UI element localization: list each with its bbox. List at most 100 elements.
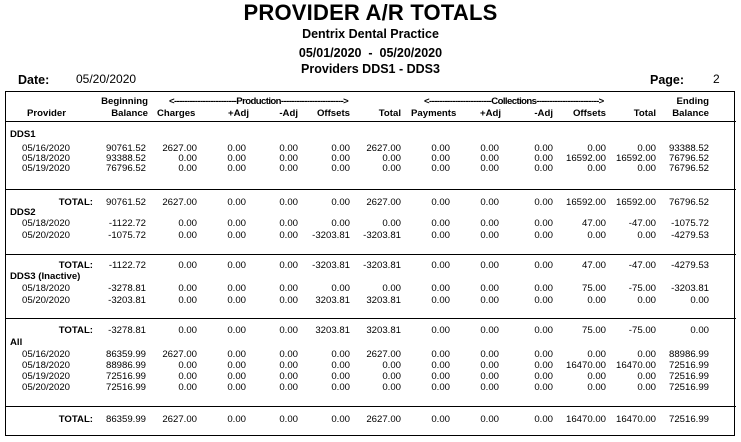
- cell-charges: 0.00: [178, 360, 197, 371]
- cell-coll-offsets: 0.00: [587, 371, 606, 382]
- total-row: TOTAL: -3278.81 0.00 0.00 0.00 3203.81 3203.81…: [0, 325, 741, 337]
- col-payments: Payments: [411, 108, 457, 119]
- cell-payments: 0.00: [431, 371, 450, 382]
- cell-coll-plus-adj: 0.00: [480, 260, 499, 271]
- cell-coll-offsets: 0.00: [587, 163, 606, 174]
- cell-charges: 2627.00: [162, 143, 197, 154]
- col-provider: Provider: [27, 108, 66, 119]
- row-date: 05/20/2020: [22, 382, 71, 393]
- cell-payments: 0.00: [431, 414, 450, 425]
- cell-coll-offsets: 0.00: [587, 143, 606, 154]
- cell-ending-balance: 72516.99: [668, 414, 709, 425]
- table-row: 05/20/2020 72516.99 0.00 0.00 0.00 0.00 0.00 0.…: [0, 382, 741, 394]
- cell-ending-balance: 0.00: [690, 325, 709, 336]
- cell-beginning-balance: -1122.72: [108, 218, 146, 229]
- providers-range: Providers DDS1 - DDS3: [301, 62, 440, 76]
- row-date: 05/19/2020: [22, 371, 71, 382]
- cell-prod-total: 0.00: [382, 153, 401, 164]
- table-row: 05/16/2020 86359.99 2627.00 0.00 0.00 0.00 262…: [0, 349, 741, 361]
- cell-prod-total: 0.00: [382, 218, 401, 229]
- col-coll-minus-adj: -Adj: [534, 108, 553, 119]
- cell-payments: 0.00: [431, 153, 450, 164]
- cell-coll-minus-adj: 0.00: [534, 283, 553, 294]
- report-table-frame: [5, 91, 735, 436]
- row-date: 05/18/2020: [22, 360, 71, 371]
- cell-charges: 2627.00: [162, 414, 197, 425]
- cell-coll-plus-adj: 0.00: [480, 371, 499, 382]
- cell-ending-balance: -4279.53: [671, 260, 709, 271]
- row-date: 05/18/2020: [22, 218, 71, 229]
- cell-charges: 0.00: [178, 295, 197, 306]
- cell-prod-plus-adj: 0.00: [227, 371, 246, 382]
- cell-coll-minus-adj: 0.00: [534, 230, 553, 241]
- cell-prod-minus-adj: 0.00: [279, 295, 298, 306]
- table-row: 05/18/2020 -1122.72 0.00 0.00 0.00 0.00 0.00 0.…: [0, 218, 741, 230]
- cell-payments: 0.00: [431, 163, 450, 174]
- cell-coll-plus-adj: 0.00: [480, 325, 499, 336]
- cell-prod-offsets: 0.00: [331, 153, 350, 164]
- cell-prod-plus-adj: 0.00: [227, 143, 246, 154]
- col-coll-offsets: Offsets: [572, 108, 606, 119]
- cell-ending-balance: 76796.52: [668, 197, 709, 208]
- provider-name: All: [10, 337, 23, 348]
- total-row: TOTAL: 90761.52 2627.00 0.00 0.00 0.00 2627.00…: [0, 197, 741, 209]
- table-row: 05/16/2020 90761.52 2627.00 0.00 0.00 0.00 262…: [0, 143, 741, 155]
- cell-coll-offsets: 75.00: [581, 283, 606, 294]
- cell-prod-minus-adj: 0.00: [279, 143, 298, 154]
- col-charges: Charges: [157, 108, 196, 119]
- cell-coll-total: -47.00: [628, 260, 656, 271]
- cell-payments: 0.00: [431, 295, 450, 306]
- cell-prod-plus-adj: 0.00: [227, 382, 246, 393]
- section-divider: [5, 318, 736, 319]
- row-date: 05/16/2020: [22, 143, 71, 154]
- cell-ending-balance: 93388.52: [668, 143, 709, 154]
- cell-coll-offsets: 16470.00: [565, 360, 606, 371]
- cell-prod-offsets: 0.00: [331, 414, 350, 425]
- cell-payments: 0.00: [431, 260, 450, 271]
- cell-ending-balance: -3203.81: [671, 283, 709, 294]
- date-value: 05/20/2020: [76, 72, 137, 86]
- cell-prod-total: 0.00: [382, 360, 401, 371]
- col-ending-top: Ending: [676, 96, 709, 107]
- cell-coll-plus-adj: 0.00: [480, 163, 499, 174]
- cell-coll-total: 0.00: [637, 371, 656, 382]
- cell-prod-total: 2627.00: [366, 414, 401, 425]
- cell-beginning-balance: 90761.52: [105, 197, 146, 208]
- cell-beginning-balance: 76796.52: [105, 163, 146, 174]
- table-row: 05/18/2020 88986.99 0.00 0.00 0.00 0.00 0.00 0.…: [0, 360, 741, 372]
- cell-prod-plus-adj: 0.00: [227, 414, 246, 425]
- cell-prod-offsets: 3203.81: [315, 325, 350, 336]
- cell-charges: 0.00: [178, 230, 197, 241]
- cell-prod-minus-adj: 0.00: [279, 382, 298, 393]
- col-coll-plus-adj: +Adj: [480, 108, 502, 119]
- col-prod-plus-adj: +Adj: [228, 108, 250, 119]
- total-label: TOTAL:: [58, 260, 93, 271]
- cell-prod-minus-adj: 0.00: [279, 283, 298, 294]
- cell-coll-plus-adj: 0.00: [480, 197, 499, 208]
- cell-coll-minus-adj: 0.00: [534, 260, 553, 271]
- cell-beginning-balance: -3278.81: [108, 283, 146, 294]
- cell-payments: 0.00: [431, 382, 450, 393]
- cell-prod-total: -3203.81: [363, 230, 401, 241]
- date-range: 05/01/2020 - 05/20/2020: [298, 46, 443, 60]
- cell-beginning-balance: 90761.52: [105, 143, 146, 154]
- cell-prod-plus-adj: 0.00: [227, 153, 246, 164]
- cell-coll-plus-adj: 0.00: [480, 295, 499, 306]
- cell-prod-plus-adj: 0.00: [227, 349, 246, 360]
- cell-ending-balance: 0.00: [690, 295, 709, 306]
- cell-payments: 0.00: [431, 143, 450, 154]
- cell-beginning-balance: 72516.99: [105, 382, 146, 393]
- cell-coll-plus-adj: 0.00: [480, 414, 499, 425]
- cell-coll-plus-adj: 0.00: [480, 153, 499, 164]
- provider-name: DDS3 (Inactive): [10, 271, 81, 282]
- cell-ending-balance: 72516.99: [668, 360, 709, 371]
- cell-prod-total: 2627.00: [366, 143, 401, 154]
- section-divider: [5, 254, 736, 255]
- cell-payments: 0.00: [431, 197, 450, 208]
- cell-coll-offsets: 47.00: [581, 260, 606, 271]
- cell-ending-balance: 72516.99: [668, 371, 709, 382]
- row-date: 05/16/2020: [22, 349, 71, 360]
- row-date: 05/18/2020: [22, 153, 71, 164]
- cell-prod-minus-adj: 0.00: [279, 163, 298, 174]
- cell-prod-minus-adj: 0.00: [279, 360, 298, 371]
